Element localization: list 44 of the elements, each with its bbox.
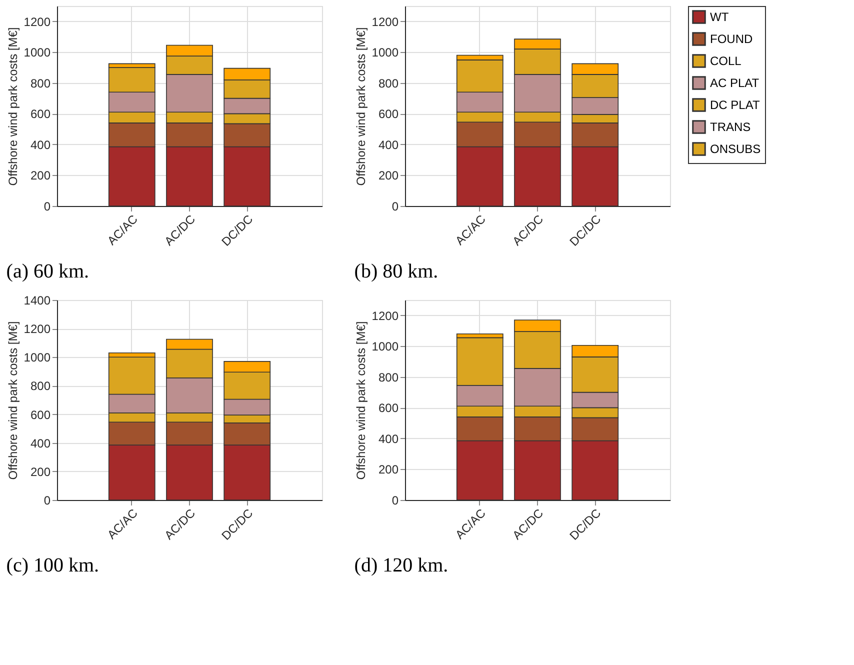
y-tick-label: 200 [30, 464, 51, 479]
text: (a) 60 km. [6, 260, 90, 283]
y-tick-label: 1000 [372, 340, 399, 354]
text: (c) 100 km. [6, 554, 100, 577]
y-tick-label: 0 [392, 200, 399, 214]
y-tick-label: 1200 [24, 14, 51, 29]
y-axis-title: Offshore wind park costs [M€] [354, 321, 368, 480]
y-tick-label: 1200 [372, 308, 399, 323]
text: (d) 120 km. [354, 554, 448, 577]
y-tick-label: 800 [30, 379, 51, 394]
y-tick-label: 200 [378, 462, 399, 477]
y-tick-label: 600 [378, 401, 399, 416]
y-tick-label: 800 [378, 370, 399, 384]
y-tick-label: 800 [30, 76, 51, 90]
legend-label: ONSUBS [710, 142, 761, 156]
legend-label: FOUND [710, 32, 753, 46]
y-tick-label: 600 [30, 408, 51, 422]
legend-label: TRANS [710, 120, 751, 134]
y-tick-label: 200 [378, 168, 399, 183]
y-tick-label: 800 [378, 76, 399, 90]
y-tick-label: 400 [30, 436, 51, 450]
y-tick-label: 1000 [24, 350, 51, 365]
y-axis-title: Offshore wind park costs [M€] [354, 27, 368, 186]
legend-label: DC PLAT [710, 98, 760, 112]
y-tick-label: 1000 [372, 46, 399, 60]
legend-label: WT [710, 10, 730, 24]
y-tick-label: 1000 [24, 46, 51, 60]
y-tick-label: 1400 [24, 294, 51, 308]
legend-label: AC PLAT [710, 76, 760, 90]
y-tick-label: 1200 [372, 14, 399, 29]
y-tick-label: 400 [30, 138, 51, 152]
y-tick-label: 1200 [24, 322, 51, 336]
y-tick-label: 0 [44, 200, 51, 214]
y-axis-title: Offshore wind park costs [M€] [6, 321, 20, 480]
legend-label: COLL [710, 54, 742, 68]
text: (b) 80 km. [354, 260, 438, 283]
y-tick-label: 0 [44, 494, 51, 508]
y-tick-label: 200 [30, 168, 51, 183]
y-tick-label: 400 [378, 432, 399, 446]
y-axis-title: Offshore wind park costs [M€] [6, 27, 20, 186]
y-tick-label: 400 [378, 138, 399, 152]
y-tick-label: 600 [378, 107, 399, 122]
y-tick-label: 600 [30, 107, 51, 122]
y-tick-label: 0 [392, 494, 399, 508]
